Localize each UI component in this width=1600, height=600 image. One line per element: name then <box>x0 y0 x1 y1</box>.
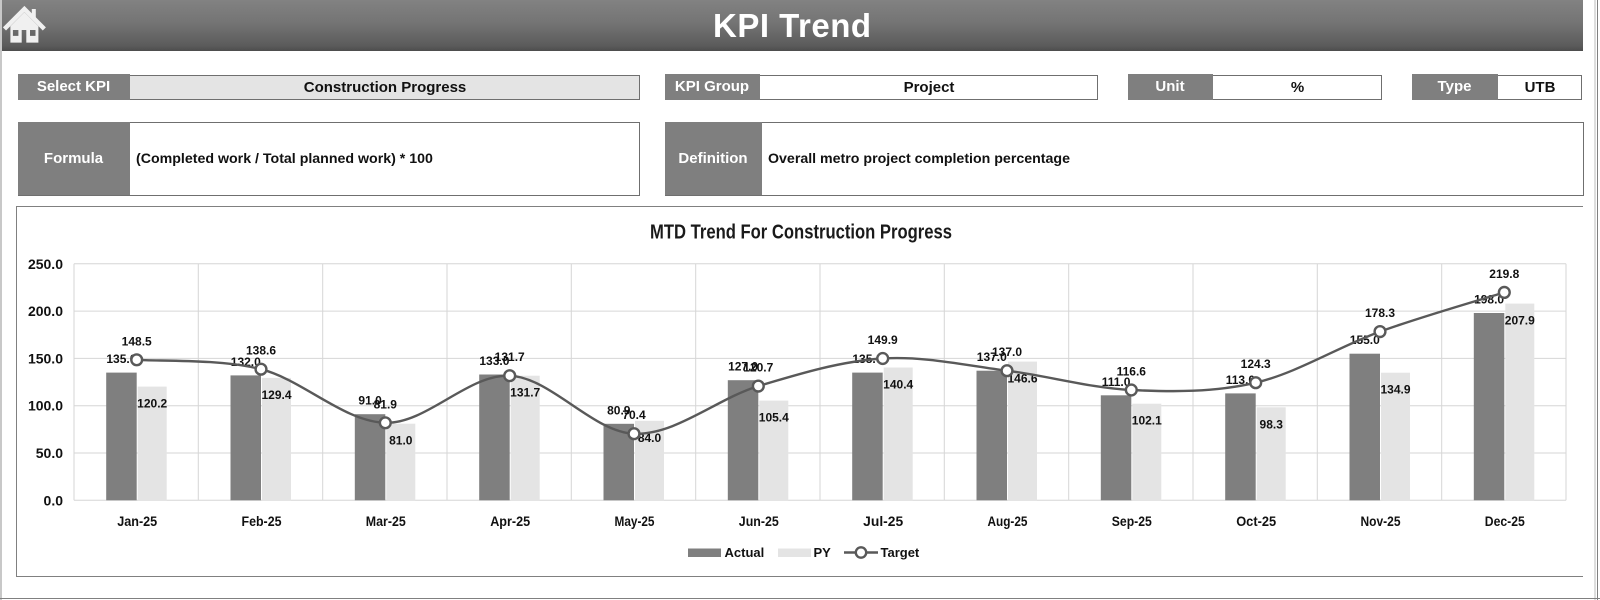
svg-text:120.7: 120.7 <box>743 361 773 375</box>
svg-text:111.0: 111.0 <box>1102 375 1131 389</box>
svg-text:81.0: 81.0 <box>389 434 413 448</box>
svg-text:207.9: 207.9 <box>1505 314 1535 328</box>
svg-text:Nov-25: Nov-25 <box>1361 514 1401 529</box>
svg-text:70.4: 70.4 <box>622 408 646 422</box>
svg-text:50.0: 50.0 <box>36 445 63 461</box>
svg-text:135.0: 135.0 <box>106 352 136 366</box>
svg-text:0.0: 0.0 <box>44 492 64 508</box>
svg-text:129.4: 129.4 <box>261 388 291 402</box>
svg-text:Target: Target <box>881 545 920 560</box>
svg-text:198.0: 198.0 <box>1474 293 1504 307</box>
svg-text:Jul-25: Jul-25 <box>863 514 903 529</box>
svg-text:127.0: 127.0 <box>728 360 758 374</box>
svg-text:124.3: 124.3 <box>1241 357 1271 371</box>
svg-text:Mar-25: Mar-25 <box>366 514 406 529</box>
svg-text:140.4: 140.4 <box>883 378 913 392</box>
svg-text:91.0: 91.0 <box>358 394 382 408</box>
svg-text:Feb-25: Feb-25 <box>242 514 282 529</box>
svg-text:150.0: 150.0 <box>28 350 63 366</box>
svg-text:Sep-25: Sep-25 <box>1112 514 1152 529</box>
svg-text:131.7: 131.7 <box>495 350 525 364</box>
svg-text:PY: PY <box>814 545 832 560</box>
svg-text:MTD Trend For Construction Pro: MTD Trend For Construction Progress <box>650 221 952 244</box>
svg-text:81.9: 81.9 <box>374 397 398 411</box>
svg-text:250.0: 250.0 <box>28 256 63 272</box>
svg-text:219.8: 219.8 <box>1489 267 1519 281</box>
svg-text:105.4: 105.4 <box>759 411 789 425</box>
svg-text:Jan-25: Jan-25 <box>117 514 157 529</box>
svg-text:155.0: 155.0 <box>1350 333 1380 347</box>
svg-text:Oct-25: Oct-25 <box>1236 514 1276 529</box>
svg-text:Apr-25: Apr-25 <box>490 514 530 529</box>
svg-text:138.6: 138.6 <box>246 344 276 358</box>
svg-text:80.9: 80.9 <box>607 403 631 417</box>
svg-text:Dec-25: Dec-25 <box>1485 514 1525 529</box>
svg-text:Jun-25: Jun-25 <box>739 514 779 529</box>
svg-text:120.2: 120.2 <box>137 397 167 411</box>
svg-text:May-25: May-25 <box>615 514 655 529</box>
svg-text:Aug-25: Aug-25 <box>988 514 1028 529</box>
svg-text:Actual: Actual <box>725 545 765 560</box>
svg-text:134.9: 134.9 <box>1380 383 1410 397</box>
svg-text:178.3: 178.3 <box>1365 306 1395 320</box>
svg-text:116.6: 116.6 <box>1117 365 1147 379</box>
svg-text:137.0: 137.0 <box>992 345 1022 359</box>
svg-text:102.1: 102.1 <box>1132 414 1162 428</box>
svg-text:131.7: 131.7 <box>510 386 540 400</box>
svg-text:100.0: 100.0 <box>28 398 63 414</box>
svg-text:149.9: 149.9 <box>868 333 898 347</box>
svg-text:137.0: 137.0 <box>977 350 1007 364</box>
svg-text:148.5: 148.5 <box>122 334 152 348</box>
svg-text:200.0: 200.0 <box>28 303 63 319</box>
svg-text:133.0: 133.0 <box>479 354 509 368</box>
svg-text:98.3: 98.3 <box>1260 417 1284 431</box>
